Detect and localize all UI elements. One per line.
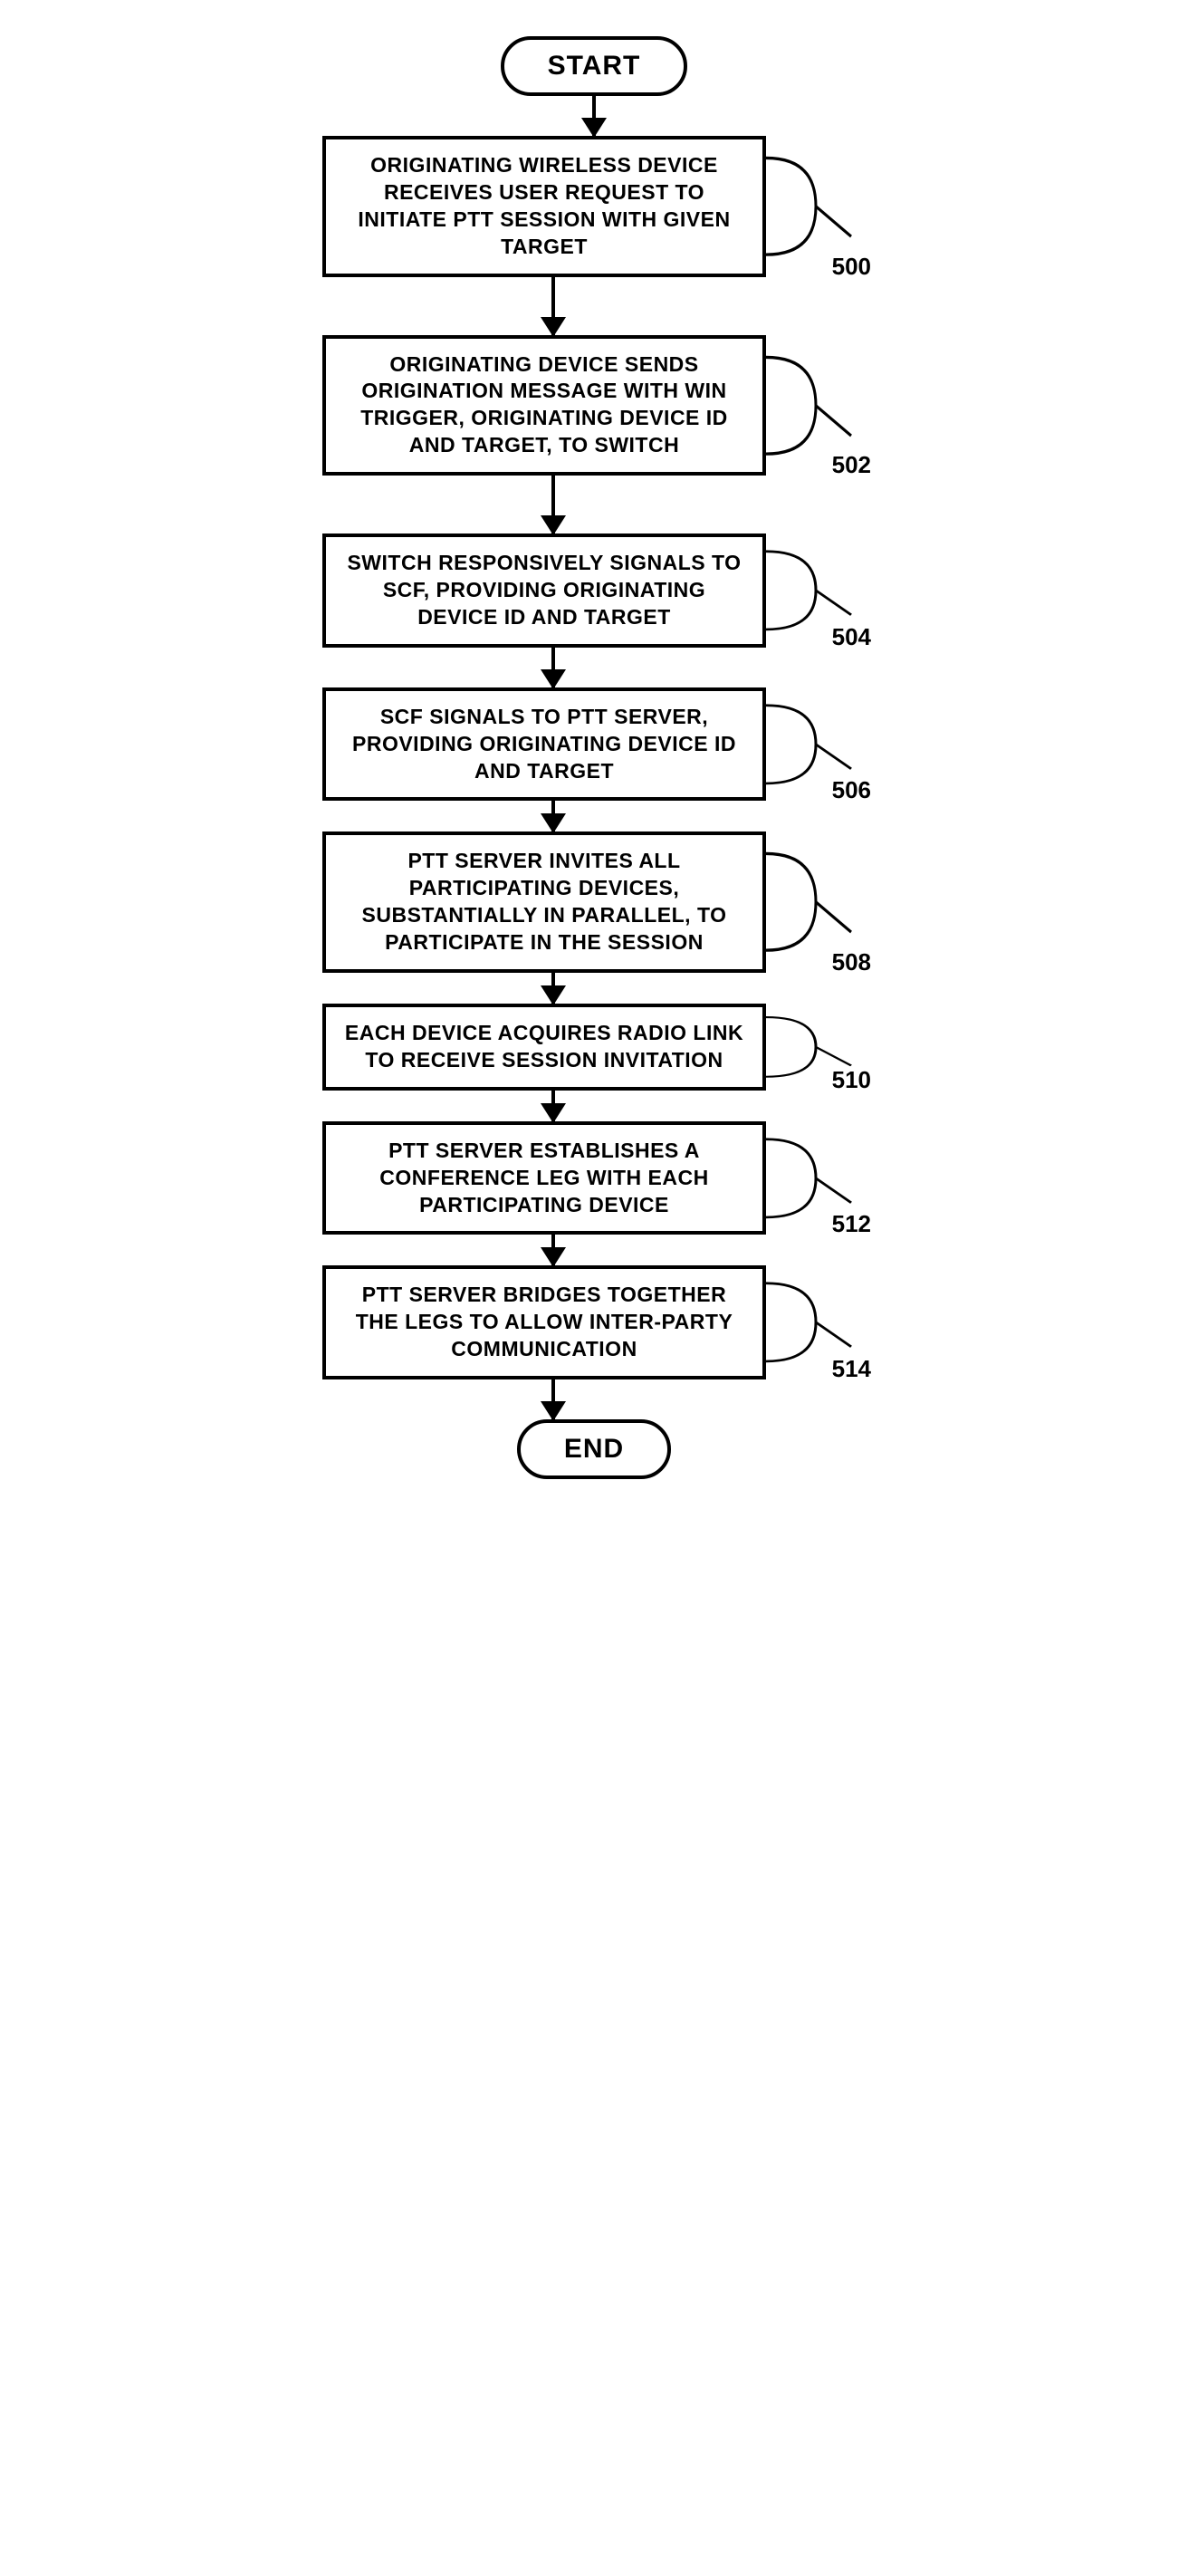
process-row: PTT SERVER ESTABLISHES A CONFERENCE LEG …: [304, 1121, 884, 1235]
ref-label-wrap: 506: [766, 687, 866, 802]
ref-number: 512: [832, 1210, 871, 1238]
process-row: ORIGINATING WIRELESS DEVICE RECEIVES USE…: [304, 136, 884, 277]
arrow-down-icon: [551, 1235, 555, 1265]
process-box: PTT SERVER INVITES ALL PARTICIPATING DEV…: [322, 831, 766, 973]
process-box: SWITCH RESPONSIVELY SIGNALS TO SCF, PROV…: [322, 533, 766, 648]
arrow: [304, 277, 884, 335]
arrow: [304, 1379, 884, 1419]
arrow: [304, 1235, 884, 1265]
ref-number: 508: [832, 948, 871, 976]
process-box: ORIGINATING WIRELESS DEVICE RECEIVES USE…: [322, 136, 766, 277]
arrow-down-icon: [551, 973, 555, 1004]
ref-label-wrap: 514: [766, 1265, 866, 1379]
process-row: SCF SIGNALS TO PTT SERVER, PROVIDING ORI…: [304, 687, 884, 802]
end-terminator: END: [517, 1419, 671, 1479]
arrow-down-icon: [551, 1091, 555, 1121]
arrow-down-icon: [551, 277, 555, 335]
arrow-down-icon: [551, 476, 555, 533]
process-row: SWITCH RESPONSIVELY SIGNALS TO SCF, PROV…: [304, 533, 884, 648]
arrow: [304, 1091, 884, 1121]
arrow: [304, 801, 884, 831]
arrow-down-icon: [551, 801, 555, 831]
arrow-down-icon: [592, 96, 596, 136]
end-label: END: [564, 1434, 624, 1464]
ref-number: 506: [832, 776, 871, 804]
ref-label-wrap: 504: [766, 533, 866, 648]
process-box: ORIGINATING DEVICE SENDS ORIGINATION MES…: [322, 335, 766, 476]
ref-label-wrap: 500: [766, 136, 866, 277]
process-box: EACH DEVICE ACQUIRES RADIO LINK TO RECEI…: [322, 1004, 766, 1091]
arrow: [304, 96, 884, 136]
flowchart-container: START ORIGINATING WIRELESS DEVICE RECEIV…: [304, 36, 884, 1479]
ref-label-wrap: 502: [766, 335, 866, 476]
start-terminator: START: [501, 36, 688, 96]
ref-number: 510: [832, 1066, 871, 1094]
process-box: PTT SERVER ESTABLISHES A CONFERENCE LEG …: [322, 1121, 766, 1235]
process-row: EACH DEVICE ACQUIRES RADIO LINK TO RECEI…: [304, 1004, 884, 1091]
ref-number: 514: [832, 1355, 871, 1383]
arrow-down-icon: [551, 648, 555, 687]
arrow-down-icon: [551, 1379, 555, 1419]
start-label: START: [548, 51, 641, 81]
steps-container: ORIGINATING WIRELESS DEVICE RECEIVES USE…: [304, 136, 884, 1419]
ref-label-wrap: 512: [766, 1121, 866, 1235]
process-box: SCF SIGNALS TO PTT SERVER, PROVIDING ORI…: [322, 687, 766, 802]
ref-label-wrap: 510: [766, 1004, 866, 1091]
process-box: PTT SERVER BRIDGES TOGETHER THE LEGS TO …: [322, 1265, 766, 1379]
ref-number: 504: [832, 623, 871, 651]
process-row: PTT SERVER BRIDGES TOGETHER THE LEGS TO …: [304, 1265, 884, 1379]
process-row: ORIGINATING DEVICE SENDS ORIGINATION MES…: [304, 335, 884, 476]
arrow: [304, 476, 884, 533]
ref-number: 500: [832, 253, 871, 281]
process-row: PTT SERVER INVITES ALL PARTICIPATING DEV…: [304, 831, 884, 973]
ref-label-wrap: 508: [766, 831, 866, 973]
arrow: [304, 973, 884, 1004]
ref-number: 502: [832, 451, 871, 479]
arrow: [304, 648, 884, 687]
